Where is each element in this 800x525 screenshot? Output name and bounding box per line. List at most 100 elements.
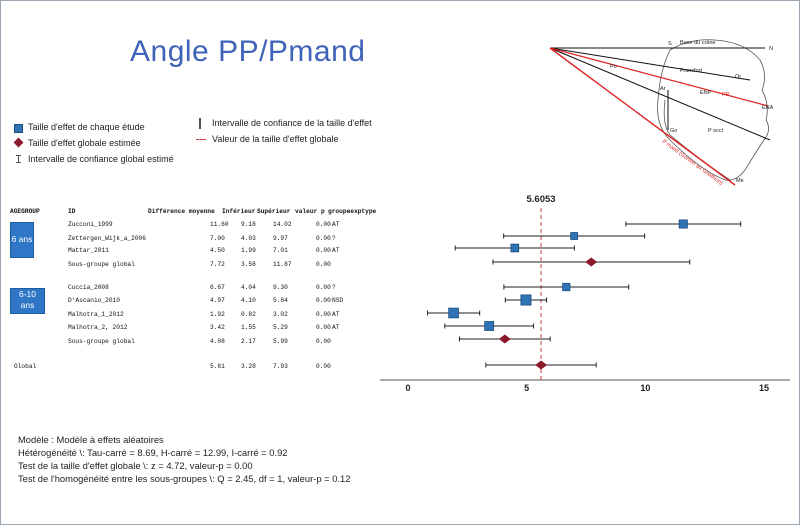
- table-header: AGEGROUP ID Différence moyenne Inférieur…: [10, 208, 390, 218]
- table-row: Malhotra_2, 2012 3.42 1.55 5.29 0.00 AT: [10, 324, 390, 334]
- row-p: 0.00: [316, 311, 331, 318]
- legend-global-ci: Intervalle de confiance global estimé: [28, 154, 174, 164]
- study-effect-square: [484, 321, 495, 331]
- row-p: 0.00: [316, 338, 331, 345]
- row-type: AT: [332, 324, 340, 331]
- label-ar: Ar: [660, 86, 666, 92]
- row-id: Zucconi_1999: [68, 221, 113, 228]
- row-mean: 4.97: [210, 297, 225, 304]
- row-low: 4.04: [241, 284, 256, 291]
- line-occlusal: [549, 47, 771, 141]
- table-row: Sous-groupe global 7.72 3.58 11.87 0.00: [10, 261, 390, 271]
- row-low: 4.03: [241, 235, 256, 242]
- row-type: AT: [332, 247, 340, 254]
- subgroup-effect-diamond: [498, 334, 511, 344]
- table-row: Zettergen_Wijk_a_2006 7.00 4.03 9.97 0.00?: [10, 235, 390, 245]
- line-pmand: [549, 47, 736, 186]
- table-row: Mattar_2011 4.50 1.99 7.01 0.00 AT: [10, 247, 390, 257]
- row-id: Sous-groupe global: [68, 261, 135, 268]
- study-effect-square: [562, 282, 571, 292]
- study-square-icon: [14, 124, 23, 133]
- row-id: Sous-groupe global: [68, 338, 135, 345]
- line-pp: [549, 47, 769, 107]
- col-id: ID: [68, 208, 76, 215]
- group-badge-6ans: 6 ans: [10, 222, 34, 258]
- global-low: 3.28: [241, 363, 256, 370]
- col-type: groupeexptype: [328, 208, 377, 215]
- stats-heterogeneity: Hétérogénéité \: Tau-carré = 8.69, H-car…: [18, 447, 288, 458]
- row-high: 5.99: [273, 338, 288, 345]
- stats-model: Modèle : Modèle à effets aléatoires: [18, 434, 164, 445]
- legend-global-effect: Taille d'effet globale estimée: [28, 138, 141, 148]
- row-p: 0.00: [316, 247, 331, 254]
- table-row: Zucconi_1999 11.60 9.18 14.02 0.00 AT: [10, 221, 390, 231]
- global-label: Global: [14, 363, 37, 370]
- label-me: Me: [736, 178, 744, 184]
- table-row: Sous-groupe global 4.08 2.17 5.99 0.00: [10, 338, 390, 348]
- row-id: Cuccia_2008: [68, 284, 109, 291]
- row-low: 4.10: [241, 297, 256, 304]
- line-frankfort: [549, 47, 751, 81]
- table-row: Cuccia_2008 6.67 4.04 9.30 0.00?: [10, 284, 390, 294]
- row-id: Zettergen_Wijk_a_2006: [68, 235, 146, 242]
- row-high: 14.02: [273, 221, 292, 228]
- reference-line-icon: [196, 139, 206, 140]
- row-p: 0.00: [316, 297, 331, 304]
- col-mean: Différence moyenne: [148, 208, 215, 215]
- col-low: Inférieur: [222, 208, 256, 215]
- label-or: Or: [735, 74, 741, 80]
- forest-plot: 0 5 10 15 5.6053: [380, 194, 790, 393]
- row-mean: 3.42: [210, 324, 225, 331]
- study-effect-square: [510, 243, 520, 253]
- row-id: Malhotra_2, 2012: [68, 324, 128, 331]
- label-enp: ENP: [700, 90, 712, 96]
- row-mean: 1.92: [210, 311, 225, 318]
- label-go: Go: [670, 128, 677, 134]
- row-low: 2.17: [241, 338, 256, 345]
- study-effect-square: [448, 307, 459, 319]
- effect-ci-bar-icon: [199, 118, 201, 129]
- global-mean: 5.61: [210, 363, 225, 370]
- study-effect-square: [678, 219, 688, 229]
- global-p: 0.00: [316, 363, 331, 370]
- row-type: ?: [332, 284, 336, 291]
- label-ena: ENA: [762, 105, 774, 111]
- row-type: AT: [332, 221, 340, 228]
- skull-outline: [657, 39, 769, 181]
- table-row: Malhotra_1_2012 1.92 0.82 3.02 0.00 AT: [10, 311, 390, 321]
- row-high: 9.30: [273, 284, 288, 291]
- table-row: D'Ascanio_2010 4.97 4.10 5.84 0.00 NSD: [10, 297, 390, 307]
- label-s: S: [668, 41, 672, 47]
- row-mean: 6.67: [210, 284, 225, 291]
- row-id: Mattar_2011: [68, 247, 109, 254]
- legend-effect-ci: Intervalle de confiance de la taille d'e…: [212, 118, 372, 128]
- row-type: NSD: [332, 297, 344, 304]
- global-effect-diamond: [535, 360, 548, 370]
- row-p: 0.00: [316, 324, 331, 331]
- row-mean: 4.08: [210, 338, 225, 345]
- row-low: 1.55: [241, 324, 256, 331]
- label-pp: PP: [722, 92, 730, 98]
- table-row-global: Global 5.61 3.28 7.93 0.00: [10, 363, 390, 373]
- row-p: 0.00: [316, 235, 331, 242]
- ci-bar-icon: [16, 155, 21, 163]
- row-high: 5.84: [273, 297, 288, 304]
- row-p: 0.00: [316, 284, 331, 291]
- row-mean: 4.50: [210, 247, 225, 254]
- page-title: Angle PP/Pmand: [130, 35, 366, 68]
- legend-global-value: Valeur de la taille d'effet globale: [212, 134, 339, 144]
- label-pocl: P occl: [708, 128, 723, 134]
- row-high: 7.01: [273, 247, 288, 254]
- x-tick-label: 5: [524, 383, 529, 393]
- row-mean: 7.00: [210, 235, 225, 242]
- row-low: 3.58: [241, 261, 256, 268]
- x-tick-label: 0: [405, 383, 410, 393]
- row-type: ?: [332, 235, 336, 242]
- label-po: Po: [610, 64, 617, 70]
- stats-subgroup-test: Test de l'homogénéité entre les sous-gro…: [18, 473, 351, 484]
- group-badge-6-10ans: 6-10 ans: [10, 288, 45, 314]
- global-value-label: 5.6053: [527, 194, 556, 205]
- subgroup-effect-diamond: [585, 257, 598, 267]
- row-high: 3.02: [273, 311, 288, 318]
- cephalometric-diagram: Base du crâne N S Po Francfort Or Ar ENP…: [549, 39, 774, 187]
